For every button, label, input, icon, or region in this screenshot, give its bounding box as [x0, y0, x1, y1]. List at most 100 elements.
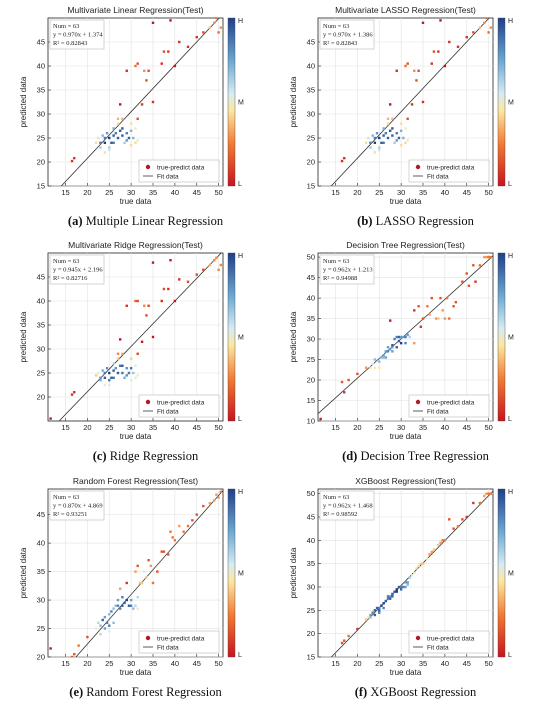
scatter-point	[108, 379, 111, 382]
stats-box-frame	[49, 254, 105, 285]
scatter-point	[413, 341, 416, 345]
y-axis-label: predicted data	[289, 76, 298, 127]
scatter-point	[382, 141, 385, 144]
scatter-point	[129, 144, 133, 147]
scatter-point	[406, 62, 409, 65]
scatter-point	[145, 79, 148, 82]
y-tick-label: 40	[37, 539, 45, 548]
y-tick-label: 45	[307, 513, 315, 522]
panel-b: Multivariate LASSO Regression(Test) 15 20 2…	[289, 5, 514, 228]
legend-entry-fit: Fit data	[427, 645, 449, 652]
legend-marker-dot	[415, 635, 421, 641]
scatter-point	[136, 299, 139, 303]
scatter-point	[125, 581, 128, 585]
scatter-point	[478, 264, 482, 267]
scatter-point	[121, 127, 124, 130]
y-tick-label: 30	[307, 335, 315, 344]
x-tick-label: 45	[463, 423, 471, 432]
scatter-point	[118, 129, 122, 132]
stats-box-frame	[49, 490, 105, 521]
scatter-point	[465, 272, 468, 275]
colorbar-label: M	[508, 571, 514, 578]
y-tick-label: 30	[37, 596, 45, 605]
y-tick-label: 45	[37, 273, 45, 282]
scatter-point	[125, 139, 128, 142]
scatter-point	[380, 356, 383, 359]
y-tick-label: 45	[307, 273, 315, 282]
scatter-point	[136, 62, 139, 65]
y-tick-label: 20	[37, 393, 45, 402]
scatter-point	[388, 595, 392, 598]
y-tick-label: 50	[307, 253, 315, 262]
legend-entry-data: true-predict data	[157, 400, 205, 407]
scatter-point	[108, 630, 111, 633]
scatter-point	[94, 141, 98, 144]
scatter-point	[382, 127, 385, 130]
scatter-point	[391, 134, 394, 137]
scatter-point	[217, 496, 220, 499]
scatter-point	[395, 132, 398, 135]
scatter-point	[127, 604, 131, 607]
scatter-point	[215, 493, 218, 496]
x-tick-label: 35	[149, 659, 157, 668]
scatter-point	[373, 358, 377, 361]
stats-line: y = 0.945x + 2.196	[53, 267, 103, 274]
y-tick-label: 15	[307, 182, 315, 191]
scatter-point	[132, 136, 135, 140]
x-tick-label: 25	[375, 188, 383, 197]
scatter-point	[456, 45, 460, 48]
scatter-point	[426, 305, 429, 308]
scatter-point	[413, 69, 416, 72]
scatter-point	[461, 518, 464, 521]
scatter-point	[108, 613, 111, 616]
scatter-point	[388, 348, 392, 351]
scatter-point	[393, 337, 396, 341]
scatter-point	[160, 550, 163, 553]
scatter-point	[397, 339, 401, 343]
scatter-point	[169, 19, 172, 22]
scatter-point	[378, 146, 381, 149]
scatter-point	[108, 624, 111, 627]
scatter-point	[103, 136, 107, 140]
stats-box-frame	[319, 19, 375, 50]
scatter-point	[136, 596, 139, 599]
stats-box-frame	[49, 19, 105, 50]
scatter-point	[112, 127, 115, 130]
scatter-point	[485, 255, 488, 259]
scatter-point	[367, 136, 370, 140]
scatter-point	[483, 255, 486, 259]
stats-line: R² = 0.82843	[53, 40, 87, 47]
chart-title: Multivariate Ridge Regression(Test)	[68, 240, 203, 250]
scatter-point	[138, 581, 142, 585]
scatter-point	[94, 627, 98, 630]
scatter-point	[94, 374, 98, 377]
scatter-point	[388, 597, 392, 600]
scatter-point	[116, 371, 120, 375]
scatter-point	[485, 18, 488, 20]
scatter-point	[404, 585, 407, 589]
scatter-point	[319, 185, 322, 186]
scatter-point	[397, 136, 401, 140]
scatter-point	[134, 364, 137, 367]
scatter-point	[404, 581, 407, 584]
x-tick-label: 45	[463, 659, 471, 668]
caption-text: Multiple Linear Regression	[82, 214, 223, 228]
panel-c: Multivariate Ridge Regression(Test) 15 20 2…	[19, 240, 244, 463]
x-axis-label: true data	[120, 668, 152, 677]
legend-marker-dot	[145, 164, 151, 170]
scatter-point	[49, 185, 52, 186]
x-tick-label: 15	[331, 659, 339, 668]
chart-title: Multivariate Linear Regression(Test)	[67, 5, 203, 15]
scatter-point	[114, 367, 118, 370]
scatter-point	[149, 564, 153, 568]
scatter-point	[132, 371, 135, 375]
scatter-point	[489, 26, 493, 29]
caption-letter: (a)	[68, 214, 83, 228]
scatter-point	[426, 557, 429, 561]
legend-frame	[408, 630, 490, 654]
y-tick-label: 35	[307, 86, 315, 95]
scatter-point	[134, 64, 137, 68]
stats-box-frame	[319, 254, 375, 285]
scatter-point	[395, 69, 398, 72]
scatter-point	[399, 129, 403, 132]
